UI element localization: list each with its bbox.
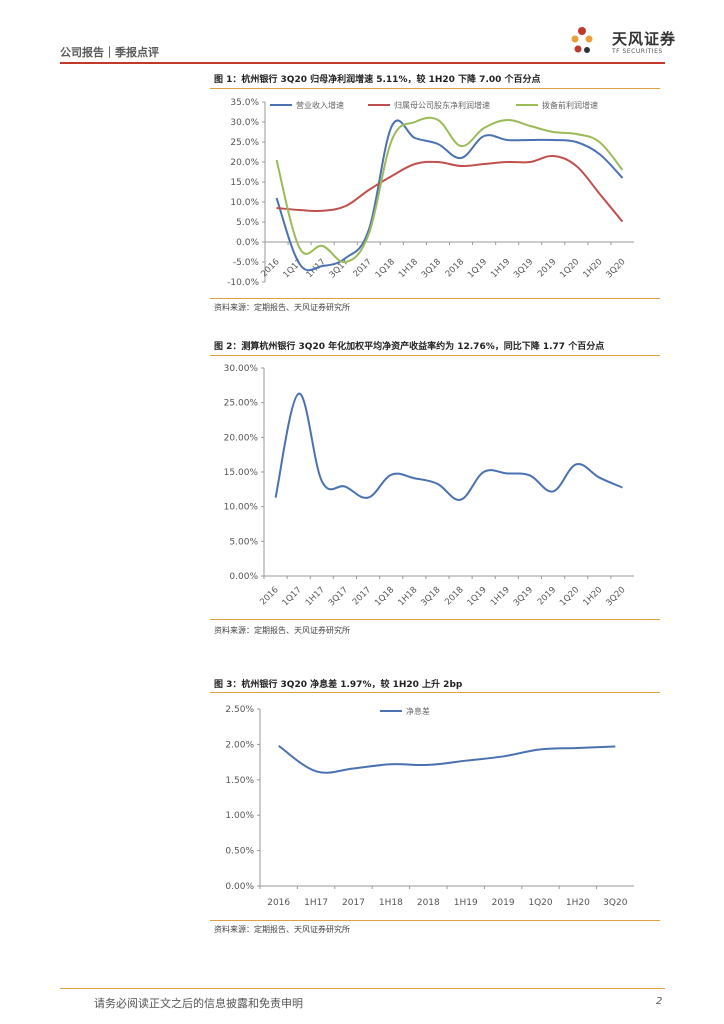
y-tick-label: 35.0%	[230, 98, 259, 108]
x-tick-label: 3Q20	[604, 257, 627, 280]
figure-3-bottom-rule	[210, 920, 660, 921]
y-tick-label: -10.0%	[227, 278, 259, 288]
y-tick-label: 30.0%	[230, 118, 259, 128]
x-tick-label: 2019	[492, 898, 515, 908]
figure-3-source: 资料来源：定期报告、天风证券研究所	[214, 925, 350, 934]
figure-2-source: 资料来源：定期报告、天风证券研究所	[214, 626, 350, 635]
figure-3-chart: 2.50% 2.00% 1.50% 1.00% 0.50% 0.00% 2016 1H17 20…	[225, 705, 634, 908]
x-tick-label: 1H20	[581, 257, 604, 280]
x-tick-label: 1H17	[304, 585, 327, 608]
logo-subtext: TF SECURITIES	[612, 48, 663, 55]
x-tick-label: 3Q20	[604, 585, 627, 608]
legend-label-0: 营业收入增速	[296, 100, 344, 110]
y-tick-label: 25.00%	[224, 399, 259, 409]
series-line-0	[275, 119, 624, 272]
x-tick-label: 1Q20	[558, 257, 581, 280]
y-tick-label: 30.00%	[224, 364, 259, 374]
x-tick-label: 2016	[258, 585, 280, 607]
legend-label-0: 净息差	[406, 706, 430, 716]
y-tick-label: 5.0%	[236, 218, 259, 228]
report-type: 公司报告｜季报点评	[60, 46, 159, 59]
x-tick-label: 1H18	[397, 257, 420, 280]
y-tick-label: 1.50%	[225, 776, 254, 786]
y-tick-label: 15.0%	[230, 178, 259, 188]
y-tick-label: 15.00%	[224, 468, 259, 478]
x-tick-label: 2017	[352, 257, 374, 279]
y-tick-label: 5.00%	[229, 537, 258, 547]
x-tick-label: 1H17	[304, 898, 328, 908]
y-tick-label: 0.0%	[236, 238, 259, 248]
x-tick-label: 2018	[443, 585, 465, 607]
y-tick-label: 20.0%	[230, 158, 259, 168]
x-tick-label: 3Q19	[512, 585, 535, 608]
logo-text: 天风证券	[612, 30, 677, 48]
series-line-0	[278, 744, 616, 774]
x-tick-label: 1H18	[379, 898, 403, 908]
x-tick-label: 3Q18	[419, 585, 442, 608]
series-line-1	[276, 154, 624, 223]
x-tick-label: 1H19	[489, 585, 512, 608]
y-tick-label: 2.50%	[225, 705, 254, 715]
figure-3-title: 图 3：杭州银行 3Q20 净息差 1.97%，较 1H20 上升 2bp	[214, 680, 463, 690]
y-tick-label: 20.00%	[224, 433, 259, 443]
x-tick-label: 1Q17	[281, 257, 304, 280]
x-tick-label: 2018	[417, 898, 440, 908]
figure-3-top-rule	[210, 692, 660, 693]
x-tick-label: 1H19	[489, 257, 512, 280]
series-line-0	[274, 392, 623, 501]
x-tick-label: 3Q19	[512, 257, 535, 280]
figure-1-chart: 35.0% 30.0% 25.0% 20.0% 15.0% 10.0% 5.0% 0.0% -5…	[227, 98, 634, 288]
x-tick-label: 2019	[536, 585, 558, 607]
y-tick-label: 10.0%	[230, 198, 259, 208]
page-number: 2	[656, 996, 663, 1007]
x-tick-label: 1Q18	[373, 585, 396, 608]
y-tick-label: 10.00%	[224, 503, 259, 513]
x-tick-label: 1Q20	[558, 585, 581, 608]
y-tick-label: 1.00%	[225, 811, 254, 821]
tf-logo-icon	[571, 27, 593, 53]
legend-label-2: 拨备前利润增速	[542, 100, 598, 110]
figure-2-top-rule	[210, 355, 660, 356]
header-rule	[60, 62, 665, 64]
figure-2-bottom-rule	[210, 619, 660, 620]
y-tick-label: -5.0%	[233, 258, 260, 268]
y-tick-label: 0.50%	[225, 847, 254, 857]
x-tick-label: 1Q18	[374, 257, 397, 280]
x-tick-label: 2019	[536, 257, 558, 279]
y-tick-label: 0.00%	[229, 572, 258, 582]
x-tick-label: 1Q19	[466, 585, 489, 608]
x-tick-label: 1H18	[396, 585, 419, 608]
x-tick-label: 1Q17	[281, 585, 304, 608]
footer-rule	[60, 988, 665, 989]
footer-disclaimer: 请务必阅读正文之后的信息披露和免责申明	[94, 997, 303, 1010]
y-tick-label: 25.0%	[230, 138, 259, 148]
figure-1-title: 图 1：杭州银行 3Q20 归母净利润增速 5.11%，较 1H20 下降 7.…	[214, 75, 541, 85]
x-tick-label: 3Q17	[327, 585, 350, 608]
figure-1-bottom-rule	[210, 298, 660, 299]
x-tick-label: 1Q20	[528, 898, 553, 908]
x-tick-label: 2016	[267, 898, 290, 908]
figure-2-chart: 30.00% 25.00% 20.00% 15.00% 10.00% 5.00% 0.00%…	[224, 364, 634, 608]
y-tick-label: 2.00%	[225, 740, 254, 750]
x-tick-label: 2017	[342, 898, 365, 908]
x-tick-label: 1H20	[581, 585, 604, 608]
figure-1-top-rule	[210, 88, 660, 89]
series-line-2	[275, 116, 624, 264]
x-tick-label: 3Q20	[603, 898, 628, 908]
x-tick-label: 2017	[351, 585, 373, 607]
figure-1-source: 资料来源：定期报告、天风证券研究所	[214, 303, 350, 312]
x-tick-label: 1H19	[454, 898, 478, 908]
figure-2-title: 图 2：测算杭州银行 3Q20 年化加权平均净资产收益率约为 12.76%，同比…	[214, 342, 605, 352]
x-tick-label: 3Q18	[420, 257, 443, 280]
x-tick-label: 2016	[259, 257, 281, 279]
y-tick-label: 0.00%	[225, 882, 254, 892]
legend-label-1: 归属母公司股东净利润增速	[394, 100, 490, 110]
x-tick-label: 1H20	[566, 898, 590, 908]
x-tick-label: 1Q19	[466, 257, 489, 280]
x-tick-label: 2018	[444, 257, 466, 279]
